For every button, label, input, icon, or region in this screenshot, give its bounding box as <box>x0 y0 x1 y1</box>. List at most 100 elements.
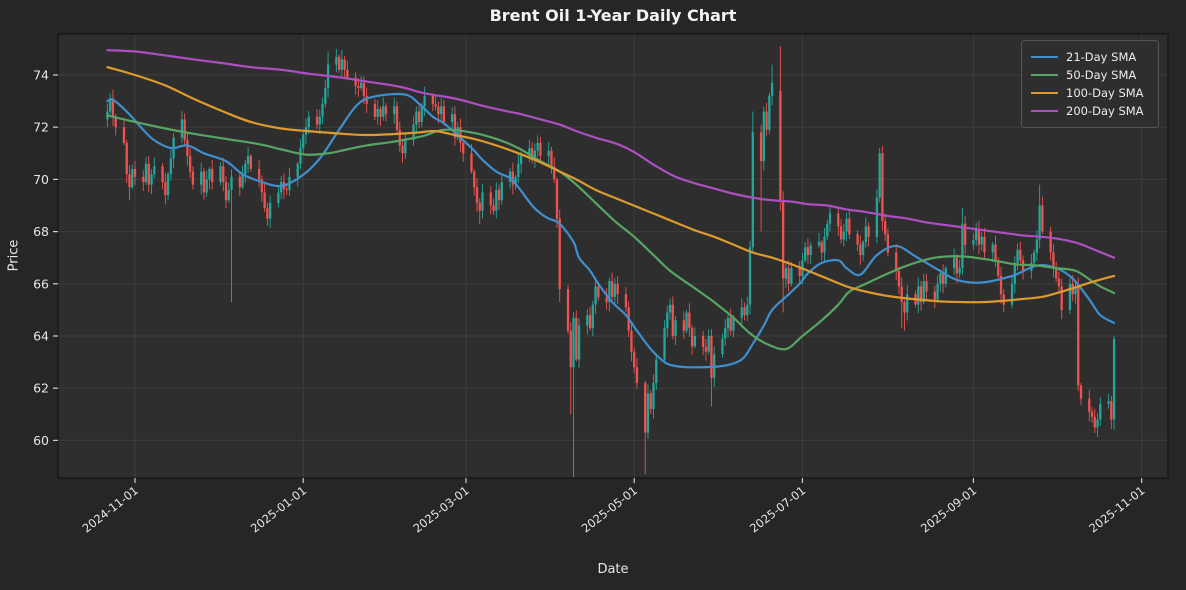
candle-up <box>577 325 581 360</box>
candle-up <box>169 158 173 175</box>
candle-up <box>360 82 363 89</box>
candle-down <box>649 393 652 410</box>
candle-down <box>478 202 481 211</box>
candle-down <box>605 297 608 303</box>
sma-lines <box>106 49 1116 369</box>
candle-up <box>153 166 156 175</box>
candle-down <box>470 153 473 172</box>
candle-up <box>842 231 845 240</box>
candle-down <box>555 179 559 219</box>
candle-down <box>900 286 903 303</box>
candle-down <box>492 205 495 211</box>
candle-up <box>740 307 743 318</box>
candle-down <box>189 155 192 172</box>
candle-down <box>186 140 189 156</box>
candle-down <box>856 234 859 245</box>
candle-down <box>630 330 633 352</box>
candle-down <box>550 150 553 167</box>
candle-up <box>751 132 754 248</box>
candle-down <box>553 166 556 180</box>
candle-up <box>205 179 208 193</box>
candle-up <box>668 304 672 313</box>
candle-up <box>208 168 211 180</box>
candle-down <box>1110 401 1113 420</box>
candle-up <box>376 108 379 117</box>
candle-up <box>277 192 280 203</box>
candle-down <box>473 171 476 188</box>
candle-up <box>748 247 752 305</box>
candle-up <box>972 239 975 245</box>
candle-up <box>495 189 498 211</box>
candle-down <box>442 106 446 122</box>
legend-line-swatch <box>1031 110 1058 112</box>
candle-down <box>111 98 115 117</box>
candle-down <box>806 247 810 256</box>
candle-down <box>395 106 399 130</box>
candle-down <box>266 208 269 219</box>
y-tick-label: 64 <box>33 329 49 344</box>
candle-up <box>936 283 939 300</box>
gridlines <box>58 34 1168 478</box>
candle-up <box>318 116 321 125</box>
candle-down <box>759 132 763 162</box>
candle-down <box>191 171 195 185</box>
candle-down <box>1057 278 1061 287</box>
candle-up <box>227 189 230 201</box>
candle-up <box>864 226 868 243</box>
candle-up <box>340 59 343 70</box>
candle-up <box>382 106 385 117</box>
candle-up <box>939 273 942 284</box>
candle-up <box>528 148 531 156</box>
candle-up <box>533 150 537 159</box>
legend-line-swatch <box>1031 74 1058 76</box>
candle-down <box>431 95 435 105</box>
candle-up <box>693 336 697 347</box>
candle-up <box>586 315 589 326</box>
candle-down <box>837 213 840 227</box>
candle-up <box>321 103 324 117</box>
candle-down <box>588 315 592 329</box>
candle-up <box>685 312 688 331</box>
candle-up <box>547 150 550 156</box>
legend-item: 200-Day SMA <box>1031 102 1148 120</box>
candle-up <box>131 168 134 188</box>
candle-down <box>1041 205 1044 232</box>
candle-down <box>128 174 131 188</box>
candle-down <box>781 200 785 279</box>
candle-down <box>211 168 214 183</box>
y-tick-label: 66 <box>33 276 49 291</box>
candle-down <box>955 257 959 274</box>
candle-up <box>666 312 669 329</box>
candle-down <box>1088 398 1091 412</box>
candle-down <box>597 286 600 298</box>
candle-up <box>268 202 272 219</box>
candle-up <box>280 182 283 193</box>
candle-down <box>183 119 186 141</box>
candle-up <box>721 338 724 355</box>
candle-up <box>674 320 677 336</box>
candle-up <box>150 174 153 185</box>
candle-up <box>732 317 735 331</box>
candle-up <box>219 166 222 183</box>
plot-border <box>57 33 1169 479</box>
candle-down <box>257 168 261 180</box>
candle-up <box>1096 419 1099 428</box>
candle-down <box>434 104 437 107</box>
candle-down <box>884 221 887 235</box>
candle-down <box>886 234 890 253</box>
candle-up <box>845 218 848 232</box>
candle-down <box>710 336 713 378</box>
candle-up <box>296 163 299 177</box>
legend-label: 100-Day SMA <box>1066 86 1144 100</box>
candle-up <box>335 56 338 65</box>
candle-up <box>746 304 749 316</box>
candle-down <box>729 317 732 331</box>
legend-label: 50-Day SMA <box>1066 68 1137 82</box>
candle-down <box>688 312 691 329</box>
chart-title: Brent Oil 1-Year Daily Chart <box>489 6 737 25</box>
candle-up <box>790 268 793 284</box>
x-axis-label: Date <box>597 562 629 577</box>
legend-label: 21-Day SMA <box>1066 50 1137 64</box>
candle-up <box>958 268 961 274</box>
